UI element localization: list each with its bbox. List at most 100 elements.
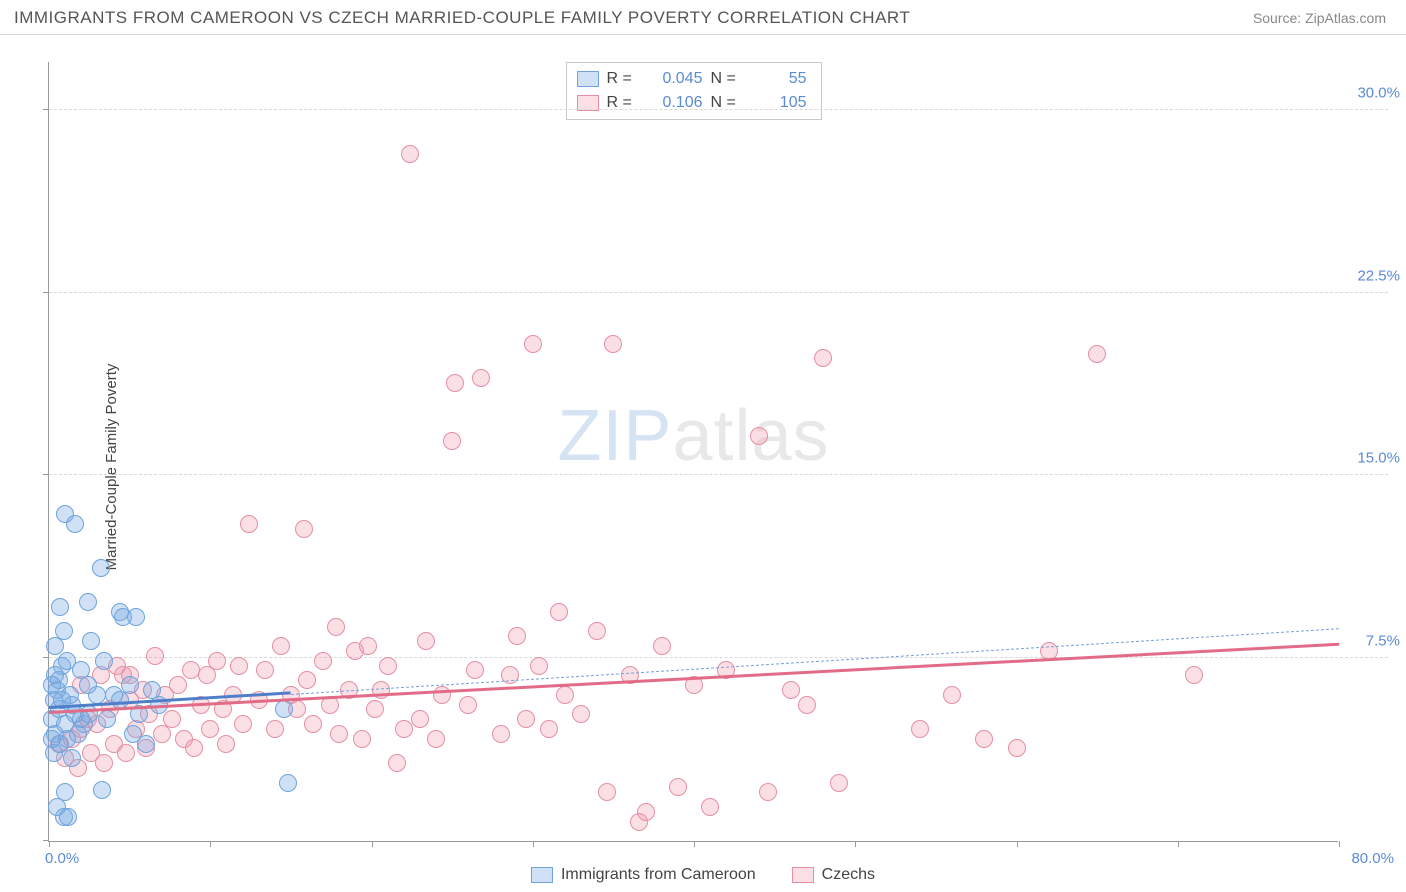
series2-point — [637, 803, 655, 821]
series1-point — [56, 783, 74, 801]
series2-point — [401, 145, 419, 163]
series2-point — [550, 603, 568, 621]
series1-point — [72, 710, 90, 728]
legend-row-series2: R = 0.106 N = 105 — [577, 91, 807, 115]
legend-swatch-series2 — [792, 867, 814, 883]
series1-point — [82, 632, 100, 650]
series1-point — [58, 730, 76, 748]
series2-point — [379, 657, 397, 675]
series2-point — [185, 739, 203, 757]
series2-point — [911, 720, 929, 738]
chart-area: Married-Couple Family Poverty ZIPatlas R… — [0, 42, 1406, 892]
series2-point — [572, 705, 590, 723]
gridline-h — [49, 474, 1388, 475]
legend-n-value: 55 — [753, 70, 807, 88]
gridline-h — [49, 109, 1388, 110]
series2-point — [256, 661, 274, 679]
y-tick-label: 22.5% — [1357, 267, 1400, 284]
series2-point — [217, 735, 235, 753]
series2-point — [427, 730, 445, 748]
source-name: ZipAtlas.com — [1305, 10, 1386, 26]
series2-point — [588, 622, 606, 640]
series2-point — [530, 657, 548, 675]
legend-correlation-box: R = 0.045 N = 55 R = 0.106 N = 105 — [566, 62, 822, 120]
y-tick-mark — [43, 109, 49, 110]
x-tick-mark — [1339, 841, 1340, 847]
x-tick-mark — [372, 841, 373, 847]
watermark: ZIPatlas — [557, 395, 829, 477]
y-tick-label: 15.0% — [1357, 450, 1400, 467]
series2-point — [366, 700, 384, 718]
source: Source: ZipAtlas.com — [1253, 10, 1386, 26]
series2-point — [472, 369, 490, 387]
series2-point — [95, 754, 113, 772]
series1-point — [121, 676, 139, 694]
series2-point — [304, 715, 322, 733]
series1-point — [137, 735, 155, 753]
series2-point — [266, 720, 284, 738]
series2-point — [298, 671, 316, 689]
series2-point — [701, 798, 719, 816]
x-tick-mark — [1178, 841, 1179, 847]
y-tick-label: 7.5% — [1366, 633, 1400, 650]
series2-point — [1185, 666, 1203, 684]
series2-point — [1088, 345, 1106, 363]
gridline-h — [49, 292, 1388, 293]
series2-point — [517, 710, 535, 728]
y-tick-label: 30.0% — [1357, 84, 1400, 101]
gridline-h — [49, 657, 1388, 658]
x-tick-mark — [1017, 841, 1018, 847]
x-tick-mark — [533, 841, 534, 847]
series1-point — [95, 652, 113, 670]
series1-point — [275, 700, 293, 718]
series1-point — [59, 808, 77, 826]
series2-point — [417, 632, 435, 650]
series1-point — [93, 781, 111, 799]
series2-point — [411, 710, 429, 728]
series2-point — [492, 725, 510, 743]
series1-point — [63, 749, 81, 767]
y-tick-mark — [43, 474, 49, 475]
legend-n-label: N = — [711, 70, 745, 88]
trendline-series2 — [49, 643, 1339, 714]
series2-point — [443, 432, 461, 450]
series2-point — [598, 783, 616, 801]
series2-point — [750, 427, 768, 445]
series2-point — [201, 720, 219, 738]
x-max-label: 80.0% — [1351, 850, 1394, 867]
header: IMMIGRANTS FROM CAMEROON VS CZECH MARRIE… — [0, 0, 1406, 35]
series2-point — [433, 686, 451, 704]
series2-point — [146, 647, 164, 665]
series2-point — [459, 696, 477, 714]
series2-point — [759, 783, 777, 801]
legend-r-label: R = — [607, 70, 641, 88]
trendline-series1-dashed — [291, 628, 1339, 695]
series2-point — [446, 374, 464, 392]
series2-point — [314, 652, 332, 670]
legend-item-series1: Immigrants from Cameroon — [531, 866, 756, 884]
x-min-label: 0.0% — [45, 850, 79, 867]
series2-point — [466, 661, 484, 679]
series2-point — [556, 686, 574, 704]
series1-point — [92, 559, 110, 577]
series2-point — [830, 774, 848, 792]
series1-point — [51, 598, 69, 616]
series2-point — [814, 349, 832, 367]
watermark-part1: ZIP — [557, 396, 672, 476]
series2-point — [327, 618, 345, 636]
series2-point — [508, 627, 526, 645]
series2-point — [782, 681, 800, 699]
legend-row-series1: R = 0.045 N = 55 — [577, 67, 807, 91]
series2-point — [234, 715, 252, 733]
legend-r-value: 0.045 — [649, 70, 703, 88]
legend-swatch-series1 — [577, 71, 599, 87]
y-tick-mark — [43, 292, 49, 293]
series2-point — [272, 637, 290, 655]
series2-point — [388, 754, 406, 772]
series2-point — [395, 720, 413, 738]
series2-point — [117, 744, 135, 762]
series2-point — [1008, 739, 1026, 757]
legend-swatch-series1 — [531, 867, 553, 883]
series1-point — [79, 593, 97, 611]
series2-point — [230, 657, 248, 675]
